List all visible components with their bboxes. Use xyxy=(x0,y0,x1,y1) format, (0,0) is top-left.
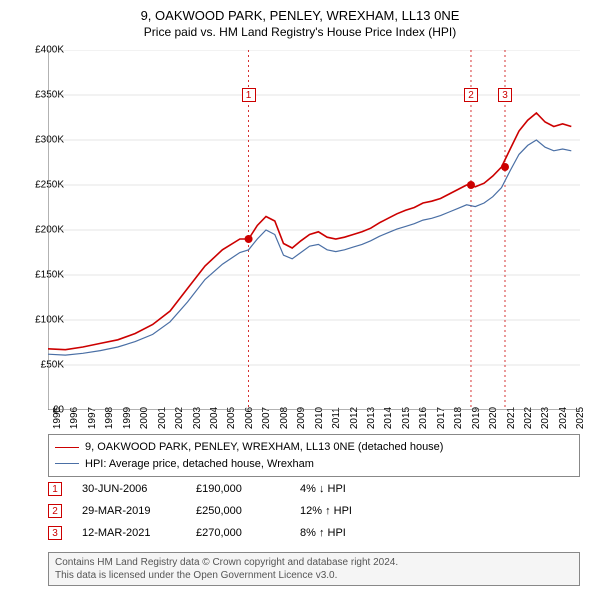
attribution-line: This data is licensed under the Open Gov… xyxy=(55,569,573,582)
x-tick-label: 2015 xyxy=(401,407,412,429)
page-title: 9, OAKWOOD PARK, PENLEY, WREXHAM, LL13 0… xyxy=(0,0,600,23)
x-tick-label: 2000 xyxy=(139,407,150,429)
event-row: 1 30-JUN-2006 £190,000 4% ↓ HPI xyxy=(48,478,580,500)
event-marker-icon: 2 xyxy=(48,504,62,518)
event-delta: 8% ↑ HPI xyxy=(300,527,346,539)
chart-legend: 9, OAKWOOD PARK, PENLEY, WREXHAM, LL13 0… xyxy=(48,434,580,477)
event-price: £270,000 xyxy=(196,527,296,539)
x-tick-label: 2011 xyxy=(331,407,342,429)
x-tick-label: 1996 xyxy=(69,407,80,429)
event-price: £250,000 xyxy=(196,505,296,517)
events-table: 1 30-JUN-2006 £190,000 4% ↓ HPI 2 29-MAR-2019… xyxy=(48,478,580,544)
legend-swatch xyxy=(55,447,79,448)
x-tick-label: 2004 xyxy=(209,407,220,429)
x-tick-label: 2018 xyxy=(453,407,464,429)
event-date: 12-MAR-2021 xyxy=(82,527,192,539)
x-tick-label: 1995 xyxy=(52,407,63,429)
x-tick-label: 2007 xyxy=(261,407,272,429)
x-tick-label: 2013 xyxy=(366,407,377,429)
page-subtitle: Price paid vs. HM Land Registry's House … xyxy=(0,23,600,39)
x-tick-label: 2005 xyxy=(226,407,237,429)
event-date: 30-JUN-2006 xyxy=(82,483,192,495)
x-tick-label: 1997 xyxy=(87,407,98,429)
x-tick-label: 2010 xyxy=(314,407,325,429)
legend-label: HPI: Average price, detached house, Wrex… xyxy=(85,456,314,473)
x-tick-label: 2016 xyxy=(418,407,429,429)
chart-event-marker: 2 xyxy=(464,88,478,102)
legend-swatch xyxy=(55,463,79,464)
x-tick-label: 2023 xyxy=(540,407,551,429)
x-tick-label: 2006 xyxy=(244,407,255,429)
event-delta: 12% ↑ HPI xyxy=(300,505,352,517)
x-tick-label: 2009 xyxy=(296,407,307,429)
x-tick-label: 2017 xyxy=(436,407,447,429)
event-marker-icon: 1 xyxy=(48,482,62,496)
x-tick-label: 2024 xyxy=(558,407,569,429)
attribution-box: Contains HM Land Registry data © Crown c… xyxy=(48,552,580,586)
x-tick-label: 2020 xyxy=(488,407,499,429)
legend-label: 9, OAKWOOD PARK, PENLEY, WREXHAM, LL13 0… xyxy=(85,439,443,456)
legend-row: HPI: Average price, detached house, Wrex… xyxy=(55,456,573,473)
x-tick-label: 1999 xyxy=(122,407,133,429)
x-tick-label: 2012 xyxy=(349,407,360,429)
chart-plot-area: 1 2 3 xyxy=(48,50,580,410)
event-date: 29-MAR-2019 xyxy=(82,505,192,517)
attribution-line: Contains HM Land Registry data © Crown c… xyxy=(55,556,573,569)
event-marker-icon: 3 xyxy=(48,526,62,540)
x-tick-label: 2025 xyxy=(575,407,586,429)
x-tick-label: 2003 xyxy=(192,407,203,429)
chart-event-marker: 1 xyxy=(242,88,256,102)
x-tick-label: 2022 xyxy=(523,407,534,429)
x-tick-label: 2014 xyxy=(383,407,394,429)
x-tick-label: 2002 xyxy=(174,407,185,429)
x-tick-label: 2019 xyxy=(471,407,482,429)
event-row: 2 29-MAR-2019 £250,000 12% ↑ HPI xyxy=(48,500,580,522)
line-chart xyxy=(48,50,580,410)
x-tick-label: 1998 xyxy=(104,407,115,429)
x-tick-label: 2001 xyxy=(157,407,168,429)
x-tick-label: 2008 xyxy=(279,407,290,429)
chart-event-marker: 3 xyxy=(498,88,512,102)
x-tick-label: 2021 xyxy=(506,407,517,429)
event-price: £190,000 xyxy=(196,483,296,495)
event-row: 3 12-MAR-2021 £270,000 8% ↑ HPI xyxy=(48,522,580,544)
event-delta: 4% ↓ HPI xyxy=(300,483,346,495)
legend-row: 9, OAKWOOD PARK, PENLEY, WREXHAM, LL13 0… xyxy=(55,439,573,456)
